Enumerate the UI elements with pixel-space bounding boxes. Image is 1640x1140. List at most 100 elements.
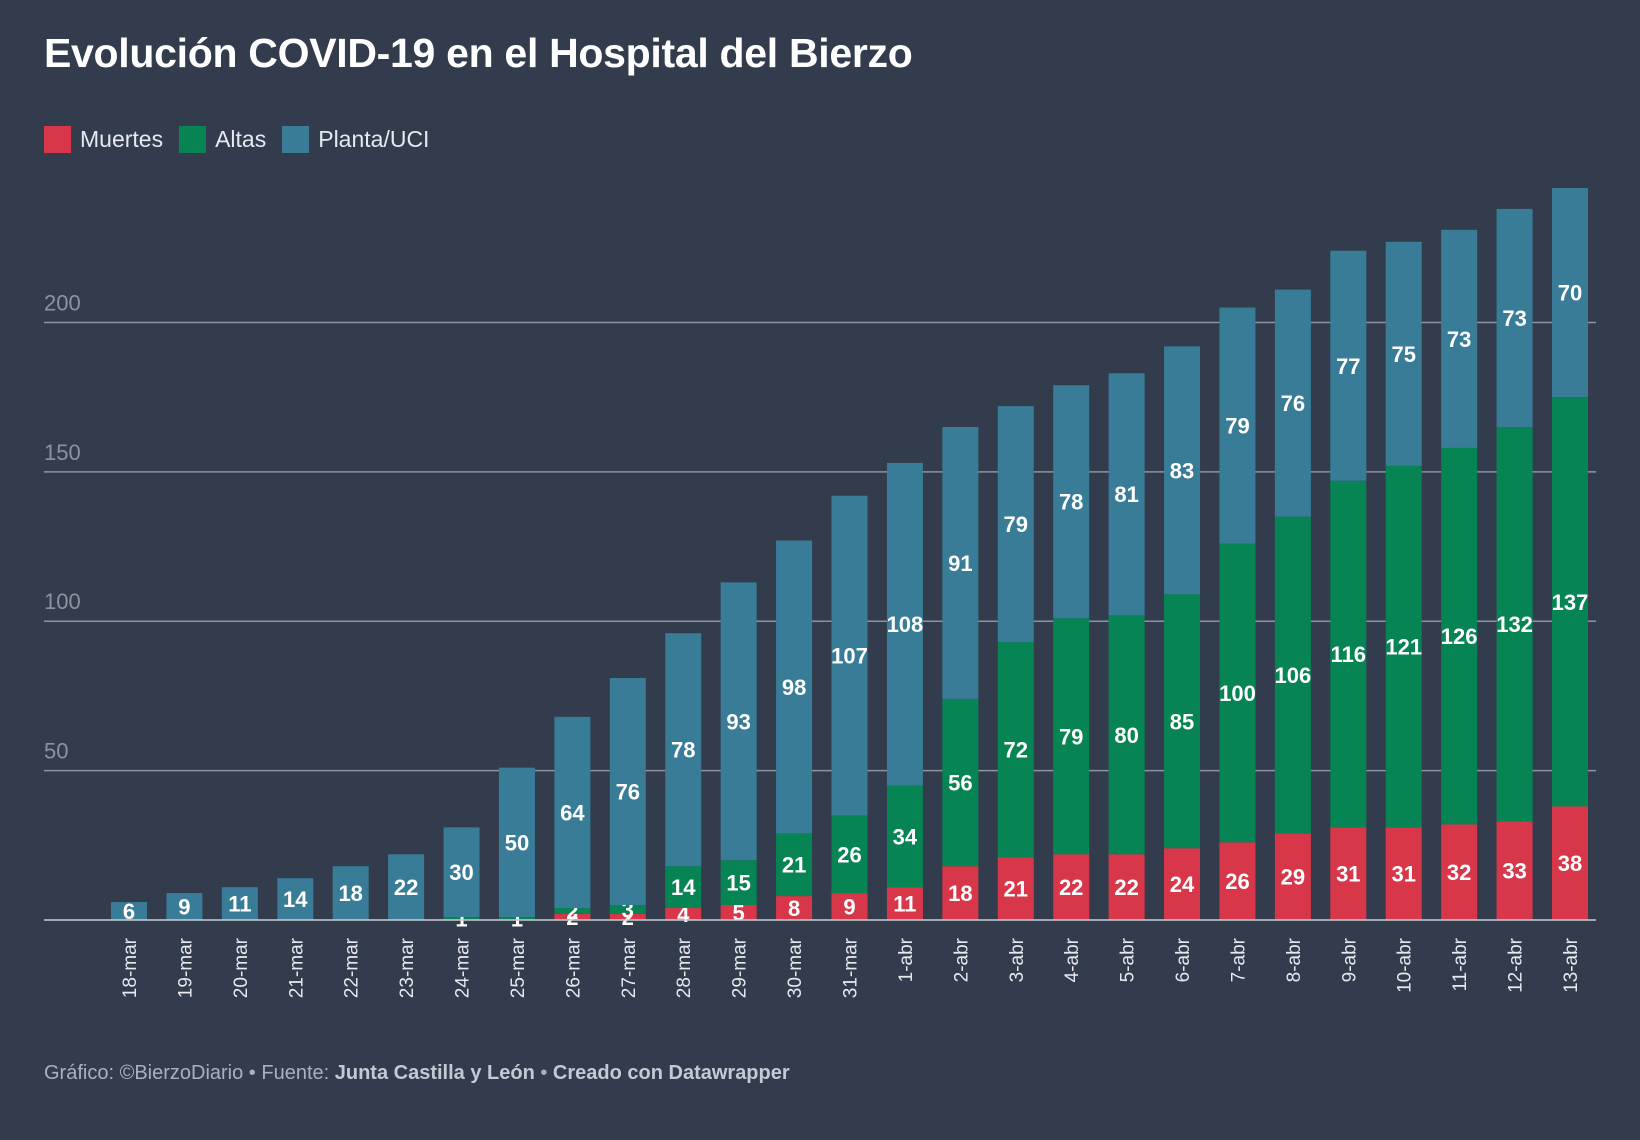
data-label-muertes: 33 [1502, 859, 1526, 884]
bar-segment-planta [609, 677, 646, 906]
data-label-muertes: 9 [843, 895, 855, 920]
bar-segment-altas [1164, 594, 1201, 849]
data-label-altas: 137 [1552, 590, 1589, 615]
footer-credit: Creado con Datawrapper [552, 1062, 790, 1084]
data-label-planta: 75 [1391, 342, 1415, 367]
data-label-planta: 81 [1114, 482, 1138, 507]
bar-segment-planta [1219, 307, 1256, 544]
data-label-altas: 80 [1114, 723, 1138, 748]
x-tick-label: 11-abr [1450, 937, 1471, 991]
data-label-planta: 98 [782, 675, 806, 700]
bar-segment-planta [166, 893, 203, 920]
data-label-muertes: 11 [893, 892, 916, 917]
footer-source: Junta Castilla y León [334, 1062, 535, 1084]
data-label-muertes: 22 [1059, 875, 1083, 900]
bar-segment-muertes [720, 905, 757, 920]
bar-segment-planta [221, 887, 258, 920]
data-label-altas: 34 [893, 824, 918, 849]
bar-segment-muertes [1274, 833, 1311, 920]
bar-segment-planta [1385, 241, 1422, 466]
bar-segment-muertes [942, 866, 979, 920]
x-tick-label: 5-abr [1118, 937, 1139, 982]
x-tick-label: 25-mar [508, 937, 529, 998]
bar-segment-planta [1108, 373, 1145, 616]
data-label-altas: 121 [1385, 635, 1422, 660]
data-label-muertes: 18 [948, 881, 972, 906]
chart-title: Evolución COVID-19 en el Hospital del Bi… [44, 30, 913, 76]
bar-segment-muertes [1053, 854, 1090, 920]
data-label-altas: 85 [1170, 709, 1194, 734]
x-tick-label: 18-mar [120, 937, 141, 998]
data-label-planta: 30 [449, 860, 473, 885]
bar-segment-altas [776, 833, 813, 897]
data-label-planta: 78 [1059, 490, 1083, 515]
bar-segment-planta [1496, 208, 1533, 428]
bar-segment-planta [942, 427, 979, 699]
data-label-planta: 22 [394, 875, 418, 900]
legend-label-planta: Planta/UCI [318, 126, 430, 152]
data-label-altas: 15 [726, 871, 750, 896]
bar-segment-muertes [1219, 842, 1256, 920]
data-label-planta: 79 [1225, 414, 1249, 439]
data-label-planta: 14 [283, 887, 308, 912]
x-tick-label: 12-abr [1506, 937, 1527, 993]
bar-segment-planta [886, 462, 923, 786]
data-label-muertes: 4 [677, 902, 690, 927]
bar-segment-altas [1496, 427, 1533, 822]
x-tick-label: 30-mar [785, 937, 806, 998]
bar-segment-muertes [1164, 848, 1201, 920]
data-label-altas: 106 [1275, 663, 1312, 688]
data-label-muertes: 31 [1336, 862, 1360, 887]
legend-swatch-altas [179, 126, 207, 153]
data-label-planta: 76 [1281, 391, 1305, 416]
data-label-muertes: 8 [788, 896, 800, 921]
bar-segment-muertes [665, 908, 702, 920]
bar-segment-altas [997, 642, 1034, 858]
x-tick-label: 20-mar [231, 937, 252, 998]
x-tick-label: 9-abr [1339, 937, 1360, 982]
data-label-planta: 64 [560, 800, 585, 825]
x-tick-label: 2-abr [951, 937, 972, 982]
data-label-muertes: 38 [1558, 851, 1582, 876]
bar-segment-planta [498, 767, 535, 918]
bar-segment-altas [1441, 447, 1478, 825]
bar-segment-muertes [1496, 821, 1533, 920]
data-label-altas: 14 [671, 875, 696, 900]
data-label-planta: 11 [228, 892, 251, 917]
bar-segment-planta [277, 878, 314, 920]
data-label-altas: 21 [782, 853, 806, 878]
bar-segment-altas [665, 866, 702, 909]
bar-segment-altas [443, 917, 480, 920]
bar-segment-altas [609, 905, 646, 915]
data-label-altas: 56 [948, 771, 972, 796]
footer-separator: • [534, 1062, 553, 1084]
x-tick-label: 23-mar [397, 937, 418, 998]
data-label-altas: 26 [837, 842, 861, 867]
legend-label-altas: Altas [215, 126, 267, 152]
y-tick-label: 150 [44, 440, 81, 465]
data-label-altas: 116 [1331, 642, 1367, 667]
bar-segment-altas [1053, 618, 1090, 855]
data-label-muertes: 31 [1391, 862, 1415, 887]
bar-segment-altas [1219, 543, 1256, 843]
x-tick-label: 1-abr [896, 937, 917, 982]
data-label-planta: 76 [616, 780, 640, 805]
data-label-planta: 18 [338, 881, 362, 906]
bar-segment-planta [831, 495, 868, 816]
data-label-planta: 73 [1447, 327, 1471, 352]
x-tick-label: 19-mar [175, 937, 196, 998]
bar-segment-planta [1053, 385, 1090, 619]
legend-label-muertes: Muertes [80, 126, 164, 152]
bar-segment-muertes [886, 887, 923, 920]
bar-segment-planta [997, 406, 1034, 643]
data-label-planta: 107 [831, 644, 868, 669]
footer: Gráfico: ©BierzoDiario • Fuente: Junta C… [44, 1062, 790, 1085]
x-tick-label: 26-mar [563, 937, 584, 998]
y-tick-label: 100 [44, 589, 81, 614]
bar-segment-planta [776, 540, 813, 834]
x-tick-label: 21-mar [286, 937, 307, 998]
bar-segment-muertes [1441, 824, 1478, 920]
stacked-bar-chart: 50 100 150 200 6 18-mar 9 19-mar 11 20-mar 14 21-ma… [44, 188, 1596, 998]
x-tick-label: 8-abr [1284, 937, 1305, 982]
data-label-altas: 132 [1496, 612, 1533, 637]
